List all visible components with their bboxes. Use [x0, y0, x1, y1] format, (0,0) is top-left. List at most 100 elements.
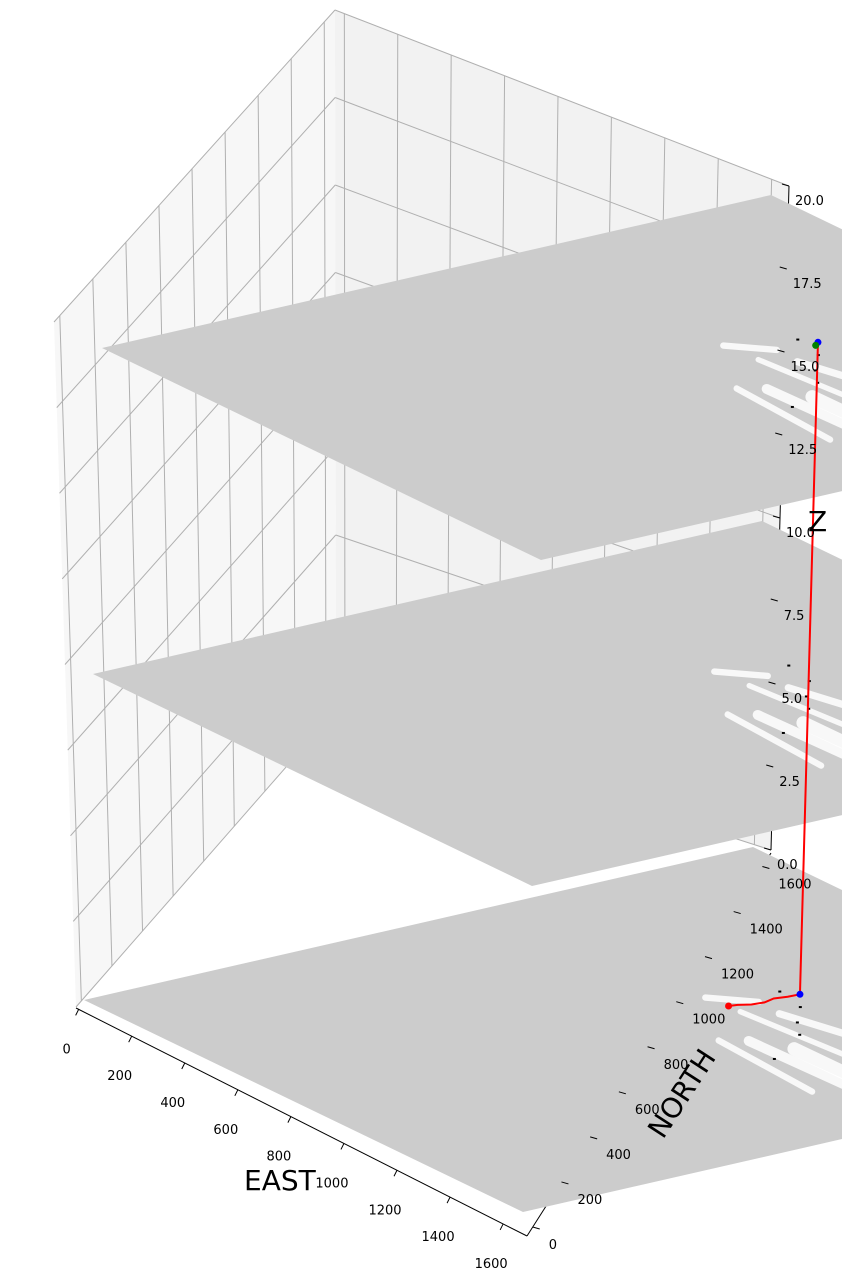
x-tick [499, 1223, 504, 1231]
x-tick-label: 1000 [315, 1176, 348, 1191]
map-obstacle [813, 369, 817, 372]
x-tick-label: 1200 [368, 1203, 401, 1218]
y-tick [618, 1091, 626, 1095]
z-tick-label: 17.5 [793, 277, 822, 292]
grid-line [59, 315, 82, 1001]
path-markers [725, 338, 822, 1010]
y-tick [676, 1001, 684, 1005]
x-tick-label: 0 [63, 1042, 71, 1057]
z-tick [766, 764, 774, 768]
z-tick [768, 681, 776, 685]
z-tick-label: 0.0 [777, 858, 798, 873]
x-tick-label: 600 [213, 1123, 238, 1138]
map-obstacle [781, 731, 785, 734]
marker-goal [812, 341, 820, 349]
y-tick [647, 1046, 655, 1050]
map-obstacle [796, 338, 800, 341]
marker-transition-bottom [796, 990, 804, 998]
y-tick [704, 956, 713, 960]
z-tick [779, 266, 787, 270]
x-tick [287, 1116, 292, 1123]
x-tick-label: 200 [107, 1069, 132, 1084]
map-plane [102, 195, 842, 560]
y-tick-label: 400 [606, 1148, 631, 1163]
y-tick-label: 800 [664, 1058, 689, 1073]
y-tick [733, 911, 741, 915]
y-tick-label: 1600 [778, 878, 811, 893]
z-tick-label: 12.5 [788, 443, 817, 458]
z-tick-label: 10.0 [786, 526, 815, 541]
x-tick [393, 1170, 398, 1177]
grid-line [53, 9, 336, 323]
map-free-region [711, 668, 771, 680]
z-tick-label: 7.5 [784, 609, 805, 624]
z-tick [772, 515, 781, 519]
z-tick [763, 847, 772, 851]
grid-line [191, 168, 205, 862]
map-obstacle [787, 664, 791, 667]
z-tick-label: 20.0 [795, 194, 824, 209]
grid-line [56, 97, 336, 408]
y-tick-label: 600 [635, 1103, 660, 1118]
map-obstacle [795, 1021, 799, 1024]
z-tick [777, 349, 785, 353]
z-tick [781, 183, 790, 187]
map-obstacle [790, 405, 794, 408]
y-tick [762, 866, 770, 869]
z-tick [770, 598, 778, 602]
y-tick-label: 1000 [692, 1013, 725, 1028]
map-free-region [743, 1035, 842, 1089]
map-free-region [702, 994, 762, 1006]
map-plane [84, 847, 842, 1212]
y-tick-label: 1200 [721, 968, 754, 983]
z-axis-title: Z [808, 505, 827, 538]
map-free-region [746, 682, 842, 728]
map-free-region [752, 709, 842, 759]
x-tick [128, 1035, 133, 1043]
axis-ticks: 0 200 400 600 800 1000 1200 1400 1600 0 200 400 600 8… [63, 183, 824, 1272]
x-tick [446, 1196, 451, 1204]
y-tick-label: 1400 [750, 923, 783, 938]
map-obstacle [798, 1006, 802, 1009]
map-obstacle [772, 1057, 776, 1060]
grid-line [92, 278, 113, 966]
map-free-region [715, 1037, 816, 1095]
x-tick-label: 800 [266, 1150, 291, 1165]
grid-line [67, 447, 336, 751]
map-free-region [737, 1008, 842, 1057]
map-free-region [796, 716, 842, 749]
x-tick-label: 400 [160, 1096, 185, 1111]
map-plane [93, 521, 842, 886]
grid-line [158, 205, 174, 897]
map-layers [84, 195, 842, 1212]
map-obstacle [804, 695, 808, 698]
z-tick-label: 5.0 [782, 692, 803, 707]
map-layer [84, 847, 842, 1212]
x-tick-label: 1400 [422, 1230, 455, 1245]
y-tick-label: 0 [549, 1238, 557, 1253]
map-free-region [787, 1042, 842, 1080]
x-tick [340, 1143, 345, 1150]
map-free-region [720, 342, 780, 354]
left-pane [54, 10, 336, 1007]
map-obstacle [778, 990, 782, 993]
z-tick-label: 15.0 [791, 360, 820, 375]
marker-start [725, 1002, 733, 1010]
x-axis-line [75, 1007, 528, 1237]
grid-line [334, 9, 790, 187]
map-free-region [805, 390, 842, 419]
x-tick [75, 1009, 80, 1016]
y-tick [532, 1226, 540, 1230]
map-free-region [755, 356, 842, 398]
map-free-region [761, 383, 842, 429]
x-tick-label: 1600 [475, 1257, 508, 1272]
z-tick-label: 2.5 [779, 775, 800, 790]
y-tick-label: 200 [577, 1193, 602, 1208]
map-free-region [775, 1010, 842, 1037]
x-axis-title: EAST [244, 1164, 317, 1197]
x-tick [234, 1089, 239, 1097]
z-tick [775, 432, 783, 436]
y-tick [561, 1181, 569, 1185]
y-tick [590, 1136, 598, 1140]
